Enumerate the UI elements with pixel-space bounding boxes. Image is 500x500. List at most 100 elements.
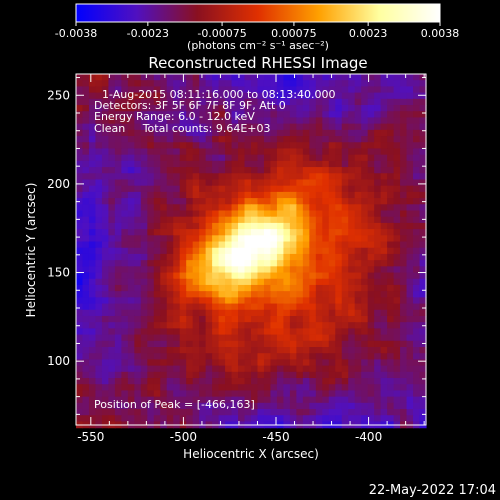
heatmap-cell <box>186 136 194 143</box>
heatmap-cell <box>270 365 278 373</box>
heatmap-cell <box>419 384 427 392</box>
heatmap-cell <box>380 334 388 342</box>
heatmap-cell <box>348 222 356 230</box>
heatmap-cell <box>244 98 252 106</box>
heatmap-cell <box>225 136 233 143</box>
heatmap-cell <box>406 167 414 174</box>
heatmap-cell <box>374 204 382 212</box>
heatmap-cell <box>341 359 349 367</box>
heatmap-cell <box>335 198 343 205</box>
heatmap-cell <box>251 353 259 360</box>
heatmap-cell <box>374 390 382 398</box>
heatmap-cell <box>251 216 259 224</box>
heatmap-cell <box>387 136 395 143</box>
heatmap-cell <box>88 241 97 249</box>
heatmap-cell <box>387 173 395 181</box>
heatmap-cell <box>108 123 116 131</box>
heatmap-cell <box>134 148 142 156</box>
heatmap-cell <box>134 129 142 137</box>
heatmap-cell <box>160 105 168 112</box>
heatmap-cell <box>173 105 181 112</box>
heatmap-cell <box>238 334 246 342</box>
heatmap-cell <box>147 409 155 416</box>
heatmap-cell <box>393 173 401 181</box>
heatmap-cell <box>393 198 401 205</box>
heatmap-cell <box>270 74 278 81</box>
heatmap-cell <box>315 142 323 150</box>
heatmap-cell <box>302 303 310 311</box>
heatmap-cell <box>147 160 155 168</box>
heatmap-cell <box>101 409 110 416</box>
heatmap-cell <box>238 359 246 367</box>
heatmap-cell <box>328 185 336 193</box>
heatmap-cell <box>335 340 343 348</box>
heatmap-cell <box>283 340 291 348</box>
heatmap-cell <box>114 98 122 106</box>
heatmap-cell <box>283 111 291 119</box>
heatmap-cell <box>238 123 246 131</box>
heatmap-cell <box>95 235 103 243</box>
heatmap-cell <box>134 396 142 404</box>
heatmap-cell <box>225 303 233 311</box>
heatmap-cell <box>289 272 297 280</box>
heatmap-cell <box>354 92 362 100</box>
heatmap-cell <box>186 359 194 367</box>
heatmap-cell <box>354 167 362 174</box>
heatmap-cell <box>348 371 356 379</box>
heatmap-cell <box>361 390 369 398</box>
heatmap-cell <box>95 204 103 212</box>
heatmap-cell <box>205 303 213 311</box>
heatmap-cell <box>238 247 246 255</box>
heatmap-cell <box>244 359 252 367</box>
heatmap-cell <box>263 297 272 305</box>
heatmap-cell <box>315 136 323 143</box>
heatmap-cell <box>244 347 252 354</box>
heatmap-cell <box>244 415 252 423</box>
heatmap-cell <box>173 198 181 205</box>
heatmap-cell <box>179 80 187 87</box>
heatmap-cell <box>134 284 142 292</box>
heatmap-cell <box>289 80 297 87</box>
heatmap-cell <box>348 272 356 280</box>
heatmap-cell <box>367 123 375 131</box>
heatmap-cell <box>95 111 103 119</box>
heatmap-cell <box>354 359 362 367</box>
heatmap-cell <box>387 334 395 342</box>
heatmap-cell <box>387 315 395 323</box>
heatmap-cell <box>322 253 330 261</box>
heatmap-cell <box>283 253 291 261</box>
heatmap-cell <box>406 129 414 137</box>
heatmap-cell <box>341 284 349 292</box>
heatmap-cell <box>238 179 246 187</box>
heatmap-cell <box>244 123 252 131</box>
heatmap-cell <box>335 297 343 305</box>
heatmap-cell <box>153 241 161 249</box>
heatmap-cell <box>218 378 226 385</box>
heatmap-cell <box>186 284 194 292</box>
heatmap-cell <box>147 117 155 125</box>
heatmap-cell <box>309 148 317 156</box>
heatmap-cell <box>413 284 421 292</box>
heatmap-cell <box>270 266 278 274</box>
heatmap-cell <box>406 260 414 267</box>
heatmap-cell <box>361 284 369 292</box>
heatmap-cell <box>82 260 90 267</box>
heatmap-cell <box>153 365 161 373</box>
heatmap-cell <box>173 235 181 243</box>
heatmap-cell <box>88 303 97 311</box>
heatmap-cell <box>244 160 252 168</box>
heatmap-cell <box>257 204 265 212</box>
heatmap-cell <box>114 309 122 317</box>
heatmap-cell <box>354 415 362 423</box>
heatmap-cell <box>251 154 259 162</box>
heatmap-cell <box>140 371 148 379</box>
heatmap-cell <box>354 253 362 261</box>
heatmap-cell <box>186 396 194 404</box>
heatmap-cell <box>160 222 168 230</box>
heatmap-cell <box>95 86 103 94</box>
heatmap-cell <box>82 235 90 243</box>
heatmap-cell <box>400 284 408 292</box>
heatmap-cell <box>166 191 174 199</box>
heatmap-cell <box>251 347 259 354</box>
heatmap-cell <box>212 297 220 305</box>
